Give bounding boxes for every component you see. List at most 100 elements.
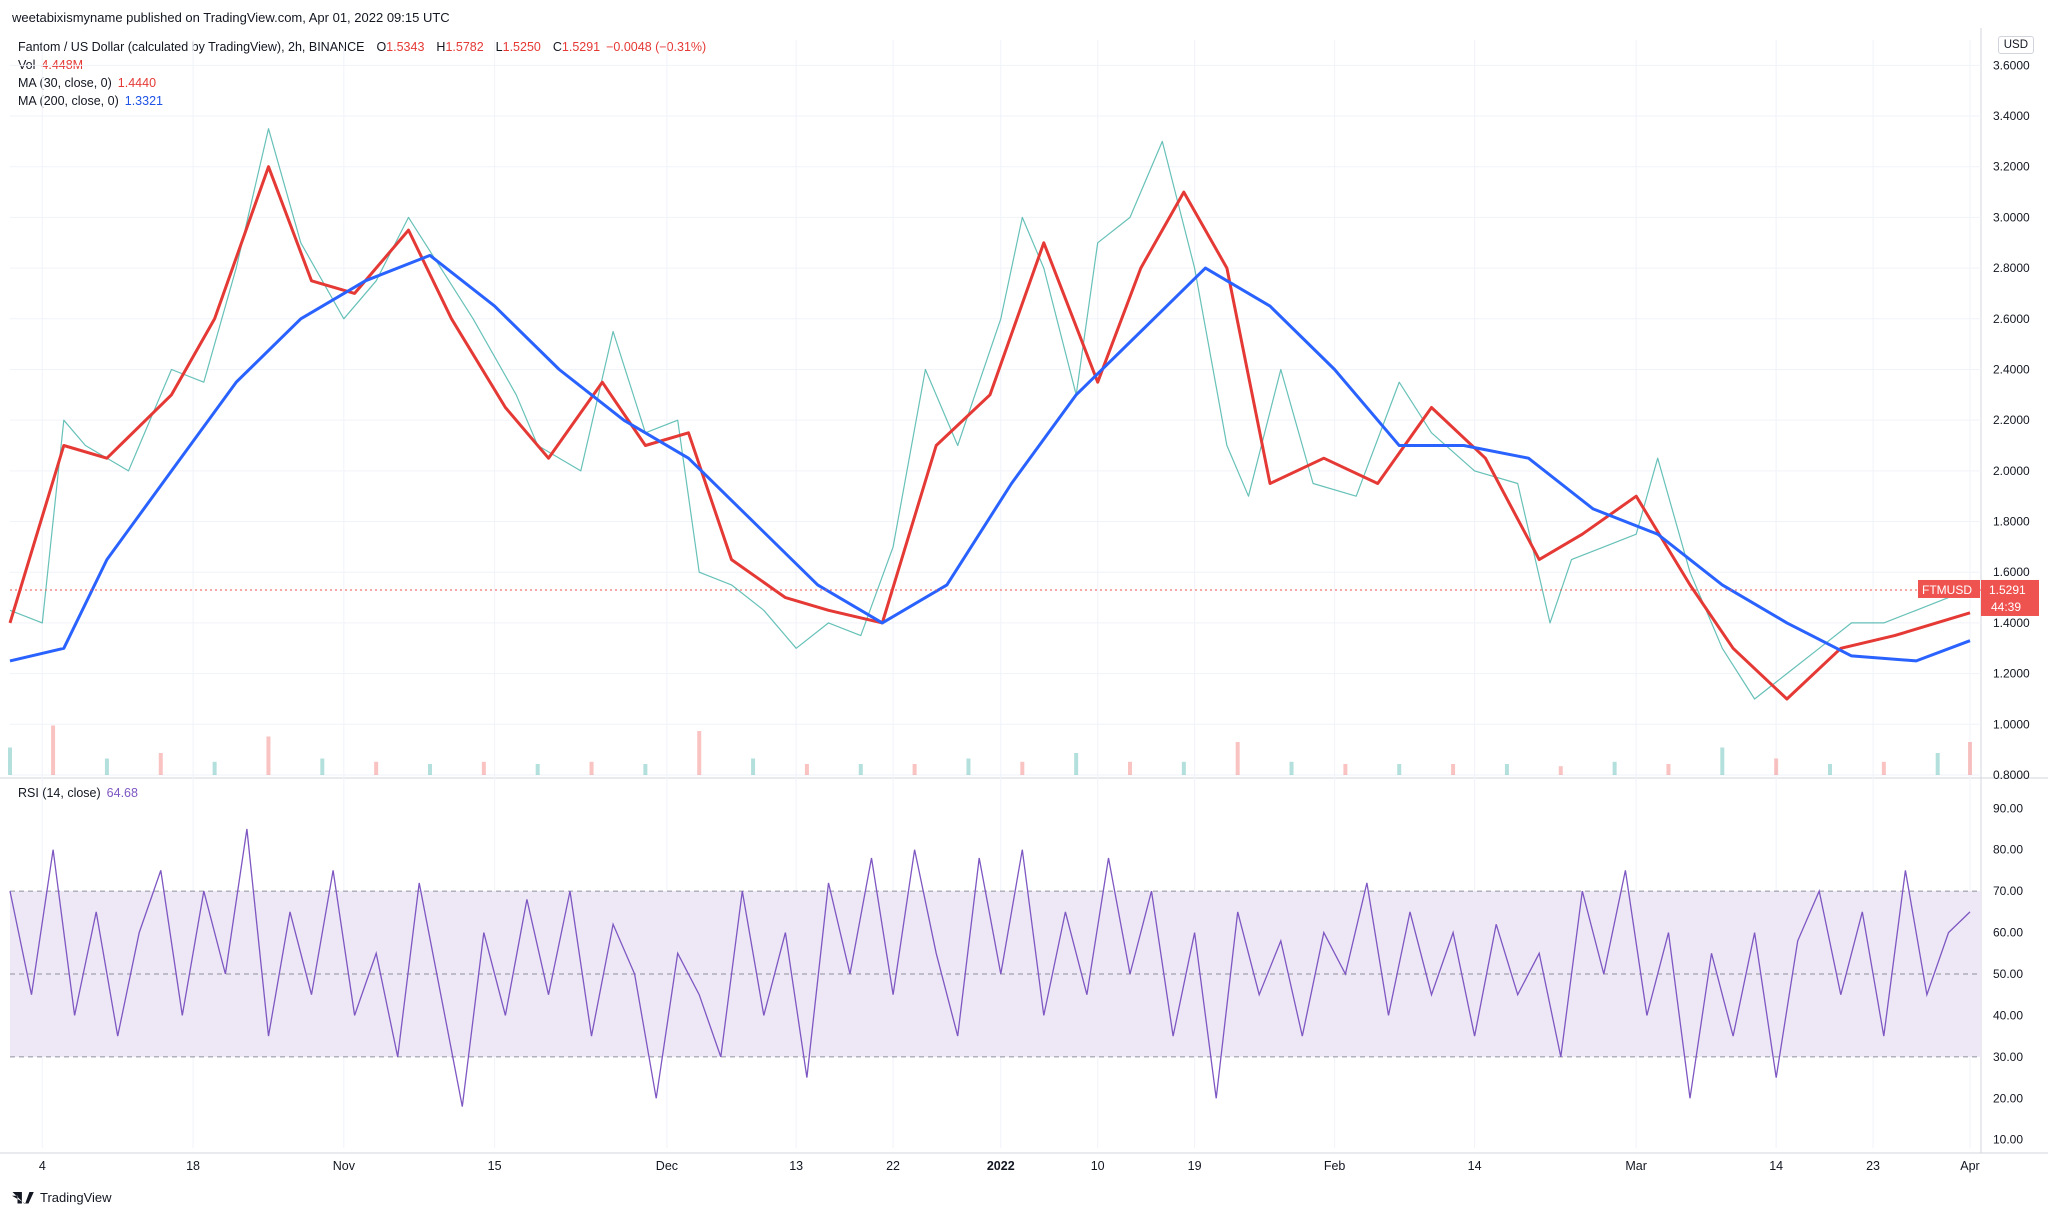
price-tick-label: 2.4000 bbox=[1993, 362, 2030, 376]
volume-bar bbox=[1612, 761, 1617, 775]
time-tick-label: 2022 bbox=[987, 1159, 1015, 1173]
volume-bar bbox=[751, 758, 756, 775]
rsi-tick-label: 30.00 bbox=[1993, 1050, 2023, 1064]
volume-bar bbox=[1774, 758, 1779, 775]
time-tick-label: 14 bbox=[1468, 1159, 1482, 1173]
volume-bar bbox=[158, 753, 163, 775]
price-tick-label: 2.6000 bbox=[1993, 312, 2030, 326]
price-tick-label: 1.2000 bbox=[1993, 667, 2030, 681]
ohlc-low-value: 1.5250 bbox=[502, 40, 541, 54]
volume-bar bbox=[1020, 761, 1025, 775]
volume-bar bbox=[535, 764, 540, 775]
ma30-value: 1.4440 bbox=[117, 76, 157, 90]
tradingview-brand: TradingView bbox=[40, 1190, 112, 1205]
ohlc-high-value: 1.5782 bbox=[445, 40, 484, 54]
price-tick-label: 1.4000 bbox=[1993, 616, 2030, 630]
volume-bar bbox=[1128, 761, 1132, 775]
time-tick-label: 14 bbox=[1769, 1159, 1783, 1173]
time-tick-label: 15 bbox=[488, 1159, 502, 1173]
ma200-line bbox=[9, 253, 1971, 663]
price-tick-label: 2.8000 bbox=[1993, 261, 2030, 275]
volume-bar bbox=[320, 758, 325, 775]
rsi-tick-label: 20.00 bbox=[1993, 1091, 2023, 1105]
time-tick-label: 22 bbox=[886, 1159, 900, 1173]
price-tick-label: 1.0000 bbox=[1993, 717, 2030, 731]
ma30-label: MA (30, close, 0) bbox=[18, 76, 112, 90]
time-tick-label: 4 bbox=[39, 1159, 46, 1173]
price-tick-label: 3.4000 bbox=[1993, 109, 2030, 123]
price-tag-bg bbox=[1981, 579, 2039, 616]
price-tick-label: 2.2000 bbox=[1993, 413, 2030, 427]
volume-bar bbox=[804, 764, 809, 775]
volume-bar bbox=[428, 764, 432, 775]
volume-bar bbox=[1181, 761, 1186, 775]
chart-legend: Fantom / US Dollar (calculated by Tradin… bbox=[18, 38, 706, 110]
ma30-legend-row[interactable]: MA (30, close, 0) 1.4440 bbox=[18, 74, 706, 92]
ohlc-open-key: O bbox=[376, 40, 387, 54]
volume-bar bbox=[1451, 764, 1456, 775]
volume-bar bbox=[8, 747, 12, 775]
time-tick-label: 18 bbox=[186, 1159, 200, 1173]
volume-bar bbox=[1666, 764, 1671, 775]
rsi-legend[interactable]: RSI (14, close) 64.68 bbox=[18, 786, 138, 800]
volume-bar bbox=[1397, 764, 1402, 775]
volume-bar bbox=[1235, 742, 1240, 775]
volume-bar bbox=[1558, 766, 1563, 775]
ma200-legend-row[interactable]: MA (200, close, 0) 1.3321 bbox=[18, 92, 706, 110]
volume-bar bbox=[912, 764, 917, 775]
time-tick-label: Nov bbox=[333, 1159, 356, 1173]
volume-bar bbox=[1289, 761, 1294, 775]
volume-bar bbox=[481, 761, 486, 775]
volume-bar bbox=[1968, 742, 1972, 775]
symbol-tag: FTMUSD bbox=[1922, 583, 1972, 597]
rsi-tick-label: 70.00 bbox=[1993, 884, 2023, 898]
ohlc-close-key: C bbox=[552, 40, 562, 54]
tradingview-logo[interactable]: TradingView bbox=[12, 1190, 112, 1205]
volume-bar bbox=[1343, 764, 1348, 775]
time-tick-label: 23 bbox=[1866, 1159, 1880, 1173]
rsi-line bbox=[9, 828, 1971, 1107]
time-tick-label: Feb bbox=[1324, 1159, 1346, 1173]
rsi-tick-label: 80.00 bbox=[1993, 843, 2023, 857]
axes: 3.6000 3.4000 3.2000 3.0000 2.8000 2.6000 2.40… bbox=[39, 58, 2030, 1173]
price-tick-label: 3.2000 bbox=[1993, 160, 2030, 174]
rsi-tick-label: 50.00 bbox=[1993, 967, 2023, 981]
countdown-tag: 44:39 bbox=[1991, 600, 2021, 614]
last-price-tag: FTMUSD 1.5291 44:39 bbox=[10, 579, 2039, 616]
volume-bar bbox=[697, 731, 702, 775]
volume-bar bbox=[1828, 764, 1832, 775]
ma200-label: MA (200, close, 0) bbox=[18, 94, 119, 108]
price-change: −0.0048 (−0.31%) bbox=[606, 40, 707, 54]
rsi-tick-label: 60.00 bbox=[1993, 926, 2023, 940]
price-tick-label: 2.0000 bbox=[1993, 464, 2030, 478]
price-tick-label: 3.6000 bbox=[1993, 58, 2030, 72]
rsi-series bbox=[9, 828, 1971, 1107]
rsi-level-lines bbox=[10, 890, 1981, 1058]
time-tick-label: 13 bbox=[789, 1159, 803, 1173]
volume-bar bbox=[104, 758, 109, 775]
price-tick-label: 0.8000 bbox=[1993, 768, 2030, 782]
volume-bar bbox=[858, 764, 863, 775]
rsi-tick-label: 10.00 bbox=[1993, 1133, 2023, 1147]
ma30-line bbox=[8, 165, 1971, 701]
time-tick-label: 19 bbox=[1188, 1159, 1202, 1173]
time-tick-label: Apr bbox=[1960, 1159, 1979, 1173]
price-tag: 1.5291 bbox=[1989, 583, 2026, 597]
volume-bar bbox=[1504, 764, 1509, 775]
volume-bar bbox=[589, 761, 594, 775]
symbol-title[interactable]: Fantom / US Dollar (calculated by Tradin… bbox=[18, 40, 365, 54]
volume-bar bbox=[1720, 747, 1725, 775]
time-tick-label: Mar bbox=[1625, 1159, 1647, 1173]
volume-bar bbox=[51, 725, 56, 775]
volume-bar bbox=[212, 761, 217, 775]
currency-badge[interactable]: USD bbox=[1997, 36, 2034, 54]
price-line bbox=[9, 128, 1971, 700]
symbol-tag-bg bbox=[1918, 579, 1980, 598]
volume-bar bbox=[643, 764, 648, 775]
grid-lines bbox=[0, 28, 2048, 1154]
published-line: weetabixismyname published on TradingVie… bbox=[12, 10, 450, 25]
volume-bars bbox=[8, 725, 1972, 775]
volume-bar bbox=[1935, 753, 1940, 775]
ohlc-low-key: L bbox=[495, 40, 503, 54]
